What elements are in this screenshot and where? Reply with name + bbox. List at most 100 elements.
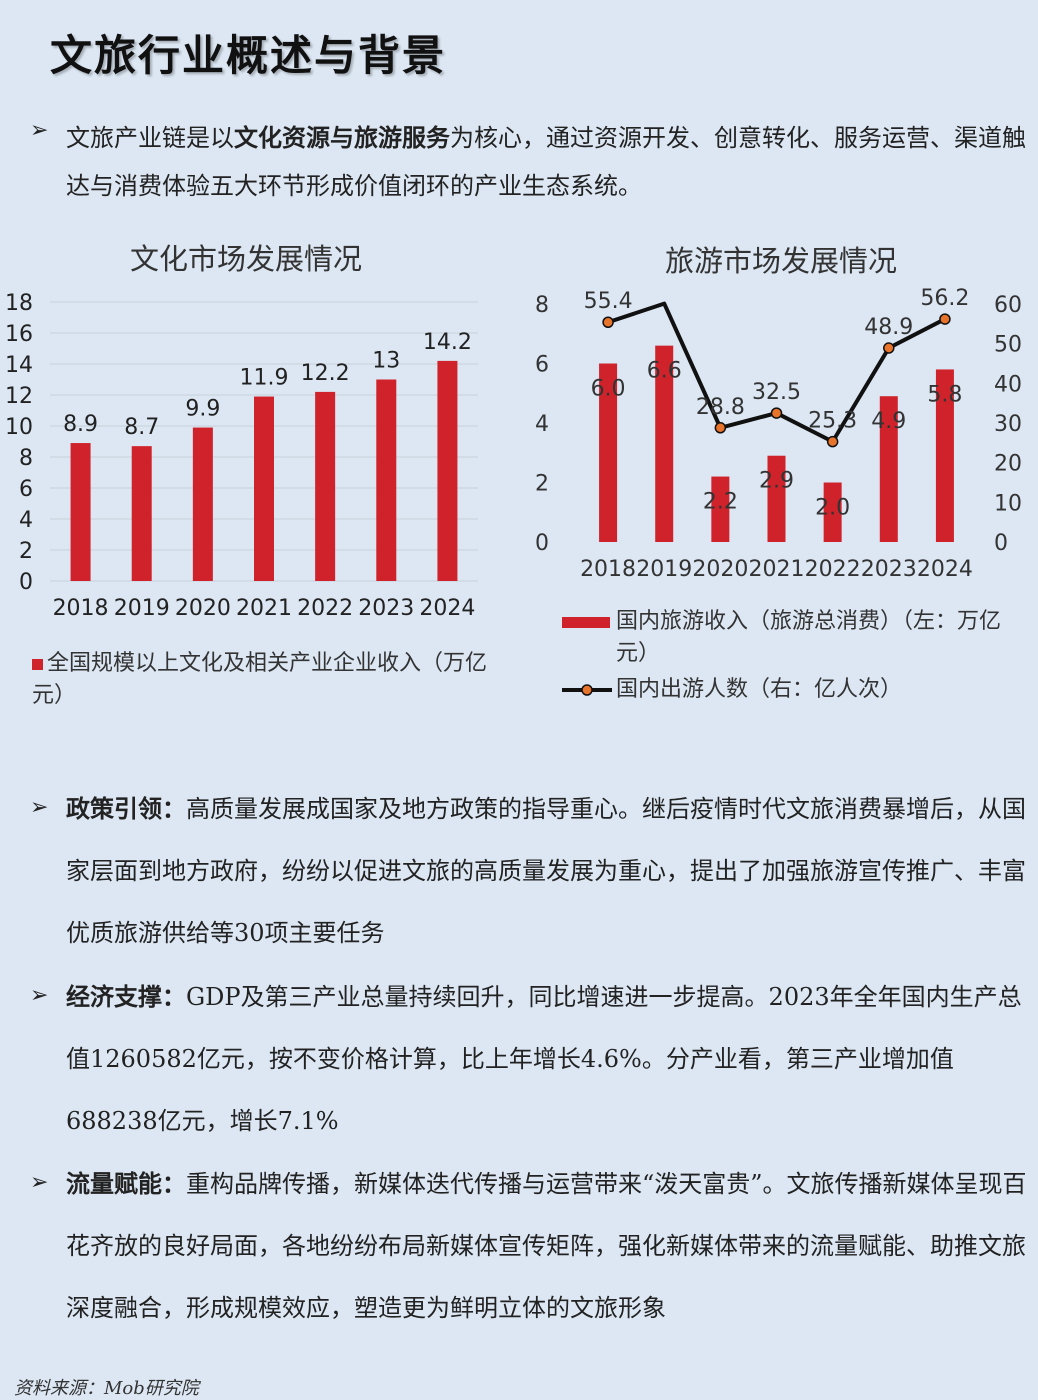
- bullet-policy: 政策引领：高质量发展成国家及地方政策的指导重心。继后疫情时代文旅消费暴增后，从国…: [66, 778, 1031, 964]
- culture-market-chart: 0 2 4 6 8 10 12 14 16 18 8.9 2018 8.7 2019 9.9 2020 11.9…: [5, 291, 478, 621]
- y-right-tick-label: 0: [994, 531, 1008, 556]
- x-tick-label: 2022: [297, 596, 353, 621]
- x-tick-label: 2020: [175, 596, 231, 621]
- bar: [599, 363, 618, 542]
- bullet-head: 经济支撑：: [66, 982, 186, 1011]
- chart2-legend-line: 国内出游人数（右：亿人次）: [562, 674, 1002, 706]
- y-right-tick-label: 60: [994, 293, 1022, 318]
- line-point: [826, 435, 839, 448]
- y-left-tick-label: 0: [535, 531, 549, 556]
- line-data-label: 28.8: [696, 395, 745, 420]
- bar-data-label: 2.2: [703, 490, 738, 515]
- bar: [879, 396, 898, 542]
- line-point: [714, 422, 727, 434]
- x-tick-label: 2020: [692, 557, 748, 582]
- y-tick-label: 6: [19, 477, 33, 502]
- chart2-legend: 国内旅游收入（旅游总消费）（左：万亿元） 国内出游人数（右：亿人次）: [562, 606, 1002, 706]
- chart2-legend-bar-label: 国内旅游收入（旅游总消费）（左：万亿元）: [616, 609, 1002, 666]
- bullet-head: 流量赋能：: [66, 1169, 186, 1198]
- x-tick-label: 2024: [419, 596, 475, 621]
- bar: [192, 427, 213, 581]
- bar: [376, 379, 397, 581]
- bar: [70, 443, 91, 581]
- source-note: 资料来源：Mob研究院: [14, 1378, 199, 1399]
- y-right-tick-label: 20: [994, 452, 1022, 477]
- arrow-bullet-icon: ➢: [30, 1170, 49, 1195]
- intro-bold: 文化资源与旅游服务: [234, 123, 450, 152]
- x-tick-label: 2019: [114, 596, 170, 621]
- data-label: 8.7: [124, 415, 159, 440]
- intro-paragraph: 文旅产业链是以文化资源与旅游服务为核心，通过资源开发、创意转化、服务运营、渠道触…: [66, 114, 1026, 210]
- bullet-body: 重构品牌传播，新媒体迭代传播与运营带来“泼天富贵”。文旅传播新媒体呈现百花齐放的…: [66, 1170, 1027, 1322]
- y-tick-label: 2: [19, 539, 33, 564]
- bar: [254, 396, 274, 581]
- chart1-legend-label: 全国规模以上文化及相关产业企业收入（万亿元）: [32, 651, 488, 708]
- data-label: 9.9: [185, 397, 220, 422]
- x-tick-label: 2022: [805, 557, 861, 582]
- y-right-tick-label: 40: [994, 372, 1022, 397]
- line-data-label: 55.4: [584, 289, 633, 314]
- y-tick-label: 18: [5, 291, 33, 316]
- x-tick-label: 2018: [53, 596, 109, 621]
- bar-data-label: 5.8: [927, 382, 962, 407]
- line-data-label: 48.9: [864, 315, 913, 340]
- chart2-legend-line-label: 国内出游人数（右：亿人次）: [616, 677, 903, 702]
- y-tick-label: 10: [5, 415, 33, 440]
- data-label: 13: [372, 349, 400, 374]
- bar: [935, 369, 954, 542]
- chart1-title: 文化市场发展情况: [130, 242, 363, 276]
- y-right-tick-label: 50: [994, 333, 1022, 358]
- chart2-title: 旅游市场发展情况: [665, 244, 898, 278]
- chart1-legend: 全国规模以上文化及相关产业企业收入（万亿元）: [32, 648, 492, 712]
- y-left-tick-label: 2: [535, 472, 549, 497]
- x-tick-label: 2023: [358, 596, 414, 621]
- y-tick-label: 8: [19, 446, 33, 471]
- intro-post: 为核心，通过资源开发、创意转化、服务运营、渠道触达与消费体验五大环节形成价值闭环…: [66, 124, 1026, 200]
- bar-data-label: 2.9: [759, 469, 794, 494]
- bar-data-label: 2.0: [815, 496, 850, 521]
- data-label: 14.2: [423, 330, 472, 355]
- bullet-body: GDP及第三产业总量持续回升，同比增速进一步提高。2023年全年国内生产总值12…: [66, 983, 1022, 1135]
- y-tick-label: 12: [5, 384, 33, 409]
- line-data-label: 56.2: [920, 286, 969, 311]
- arrow-bullet-icon: ➢: [30, 118, 49, 143]
- data-label: 11.9: [240, 366, 289, 391]
- arrow-bullet-icon: ➢: [30, 795, 49, 820]
- line-data-label: 32.5: [752, 380, 801, 405]
- bullet-body: 高质量发展成国家及地方政策的指导重心。继后疫情时代文旅消费暴增后，从国家层面到地…: [66, 795, 1026, 947]
- x-tick-label: 2024: [917, 557, 973, 582]
- line-point: [770, 407, 783, 419]
- y-left-tick-label: 6: [535, 353, 549, 378]
- bar-data-label: 6.0: [591, 377, 626, 402]
- arrow-bullet-icon: ➢: [30, 983, 49, 1008]
- x-tick-label: 2018: [580, 557, 636, 582]
- y-tick-label: 16: [5, 322, 33, 347]
- bar: [437, 360, 458, 581]
- bullet-head: 政策引领：: [66, 794, 186, 823]
- bullet-traffic: 流量赋能：重构品牌传播，新媒体迭代传播与运营带来“泼天富贵”。文旅传播新媒体呈现…: [66, 1153, 1031, 1339]
- line-point: [939, 313, 951, 325]
- x-tick-label: 2021: [749, 557, 805, 582]
- line-data-label: 25.3: [808, 409, 857, 434]
- chart2-legend-bar-swatch: [562, 617, 610, 628]
- data-label: 8.9: [63, 412, 98, 437]
- y-tick-label: 14: [5, 353, 33, 378]
- x-tick-label: 2021: [236, 596, 292, 621]
- intro-pre: 文旅产业链是以: [66, 124, 234, 152]
- bar: [315, 391, 336, 581]
- y-right-tick-label: 30: [994, 412, 1022, 437]
- y-tick-label: 0: [19, 570, 33, 595]
- y-tick-label: 4: [19, 508, 33, 533]
- line-point: [602, 316, 614, 328]
- page-title: 文旅行业概述与背景: [50, 31, 447, 80]
- x-tick-label: 2023: [861, 557, 917, 582]
- y-left-tick-label: 8: [535, 293, 549, 318]
- bar-data-label: 6.6: [647, 359, 682, 384]
- bar: [711, 476, 730, 542]
- data-label: 12.2: [301, 361, 350, 386]
- bar: [131, 446, 152, 581]
- chart2-legend-bar: 国内旅游收入（旅游总消费）（左：万亿元）: [562, 606, 1002, 670]
- y-right-tick-label: 10: [994, 491, 1022, 516]
- bar: [767, 455, 786, 542]
